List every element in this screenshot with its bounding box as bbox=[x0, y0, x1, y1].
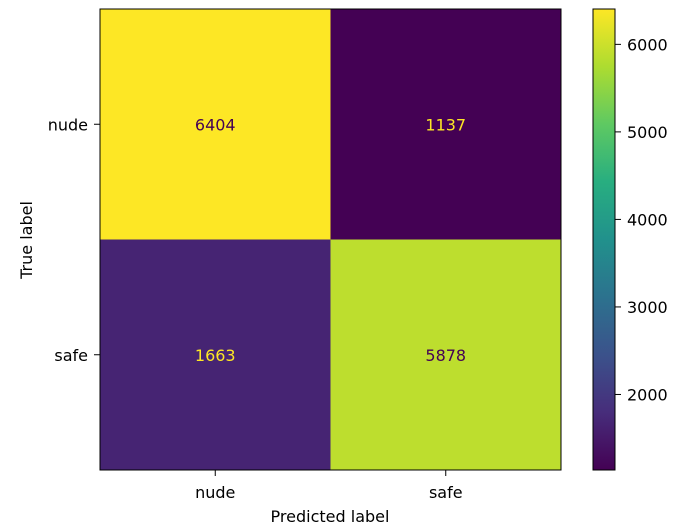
colorbar-tick-label: 2000 bbox=[627, 385, 668, 404]
y-axis-ticks: nude safe bbox=[48, 115, 100, 365]
colorbar-ticks: 2000 3000 4000 5000 6000 bbox=[615, 35, 668, 404]
heatmap-cell bbox=[100, 239, 331, 470]
colorbar bbox=[592, 8, 616, 471]
cell-value-label: 1137 bbox=[425, 115, 466, 134]
colorbar-tick-label: 6000 bbox=[627, 35, 668, 54]
y-tick-label: safe bbox=[54, 346, 88, 365]
heatmap-cell-labels: 6404 1137 1663 5878 bbox=[195, 115, 466, 365]
cell-value-label: 1663 bbox=[195, 346, 236, 365]
heatmap-cell bbox=[330, 9, 561, 240]
cell-value-label: 6404 bbox=[195, 115, 236, 134]
colorbar-tick-label: 3000 bbox=[627, 298, 668, 317]
x-tick-label: nude bbox=[195, 483, 235, 502]
x-axis-ticks: nude safe bbox=[195, 470, 463, 502]
colorbar-tick-label: 4000 bbox=[627, 210, 668, 229]
heatmap-cell bbox=[100, 9, 331, 240]
y-axis-label: True label bbox=[17, 201, 36, 280]
x-axis-label: Predicted label bbox=[271, 507, 390, 526]
y-tick-label: nude bbox=[48, 115, 88, 134]
heatmap-cell bbox=[330, 239, 561, 470]
heatmap-cells bbox=[100, 9, 561, 470]
plot-frame bbox=[99, 8, 562, 471]
colorbar-tick-label: 5000 bbox=[627, 123, 668, 142]
x-tick-label: safe bbox=[429, 483, 463, 502]
cell-value-label: 5878 bbox=[425, 346, 466, 365]
